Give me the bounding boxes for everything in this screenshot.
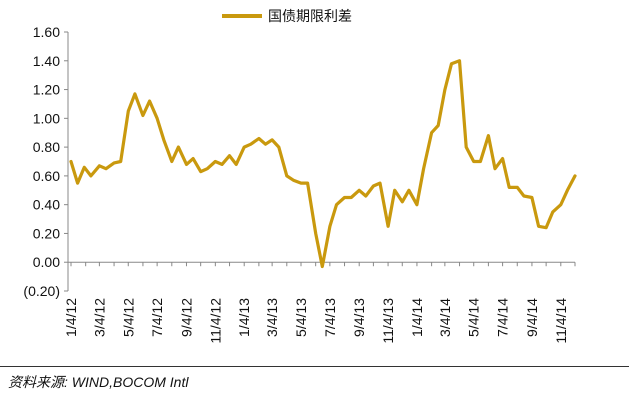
x-tick-label: 9/4/14: [524, 298, 540, 337]
x-tick-label: 7/4/12: [149, 298, 165, 337]
x-tick-label: 11/4/14: [553, 298, 569, 344]
y-tick-label: 0.60: [33, 168, 60, 184]
x-tick-label: 7/4/13: [322, 298, 338, 337]
legend: 国债期限利差: [222, 6, 352, 26]
source-divider: [0, 366, 629, 367]
source-note: 资料来源: WIND,BOCOM Intl: [8, 374, 189, 390]
series-line: [69, 59, 577, 269]
y-tick-label: 0.40: [33, 197, 60, 213]
x-tick-label: 5/4/12: [120, 298, 136, 337]
x-tick-label: 3/4/13: [264, 298, 280, 337]
x-tick-label: 1/4/12: [63, 298, 79, 337]
plot-area: 1.60 1.40 1.20 1.00 0.80 0.60 0.40 0.20 0.00 (0.2…: [23, 24, 577, 344]
y-tick-label: 1.00: [33, 110, 60, 126]
x-tick-label: 11/4/12: [207, 298, 223, 344]
x-tick-label: 9/4/13: [351, 298, 367, 337]
y-tick-label: 1.40: [33, 53, 60, 69]
x-tick-label: 3/4/14: [437, 298, 453, 337]
x-tick-label: 5/4/13: [293, 298, 309, 337]
x-tick-labels: 1/4/12 3/4/12 5/4/12 7/4/12 9/4/12 11/4/12 1/4…: [63, 298, 569, 344]
y-tick-label: 0.80: [33, 139, 60, 155]
x-tick-label: 1/4/13: [236, 298, 252, 337]
x-tick-label: 11/4/13: [380, 298, 396, 344]
y-tick-labels: 1.60 1.40 1.20 1.00 0.80 0.60 0.40 0.20 0.00 (0.2…: [23, 24, 60, 299]
x-tick-label: 5/4/14: [466, 298, 482, 337]
y-tick-label: 0.00: [33, 254, 60, 270]
series-group: [69, 59, 577, 269]
x-tick-label: 3/4/12: [91, 298, 107, 337]
x-tick-label: 9/4/12: [178, 298, 194, 337]
legend-label: 国债期限利差: [268, 8, 352, 24]
y-tick-label: (0.20): [23, 283, 60, 299]
x-tick-label: 7/4/14: [495, 298, 511, 337]
x-tick-label: 1/4/14: [409, 298, 425, 337]
y-tick-label: 1.60: [33, 24, 60, 40]
y-tick-label: 0.20: [33, 225, 60, 241]
legend-swatch: [222, 14, 262, 18]
y-tick-label: 1.20: [33, 82, 60, 98]
